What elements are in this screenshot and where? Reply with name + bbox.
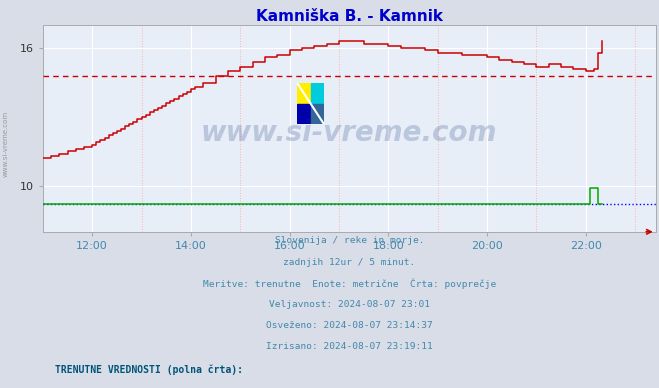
Text: zadnjih 12ur / 5 minut.: zadnjih 12ur / 5 minut.: [283, 258, 415, 267]
Text: TRENUTNE VREDNOSTI (polna črta):: TRENUTNE VREDNOSTI (polna črta):: [55, 365, 243, 375]
Text: Izrisano: 2024-08-07 23:19:11: Izrisano: 2024-08-07 23:19:11: [266, 342, 433, 351]
Title: Kamniška B. - Kamnik: Kamniška B. - Kamnik: [256, 9, 443, 24]
Text: Meritve: trenutne  Enote: metrične  Črta: povprečje: Meritve: trenutne Enote: metrične Črta: …: [203, 279, 496, 289]
Text: www.si-vreme.com: www.si-vreme.com: [201, 119, 498, 147]
Text: Osveženo: 2024-08-07 23:14:37: Osveženo: 2024-08-07 23:14:37: [266, 321, 433, 330]
Text: Slovenija / reke in morje.: Slovenija / reke in morje.: [275, 237, 424, 246]
Text: Veljavnost: 2024-08-07 23:01: Veljavnost: 2024-08-07 23:01: [269, 300, 430, 309]
Text: www.si-vreme.com: www.si-vreme.com: [2, 111, 9, 177]
